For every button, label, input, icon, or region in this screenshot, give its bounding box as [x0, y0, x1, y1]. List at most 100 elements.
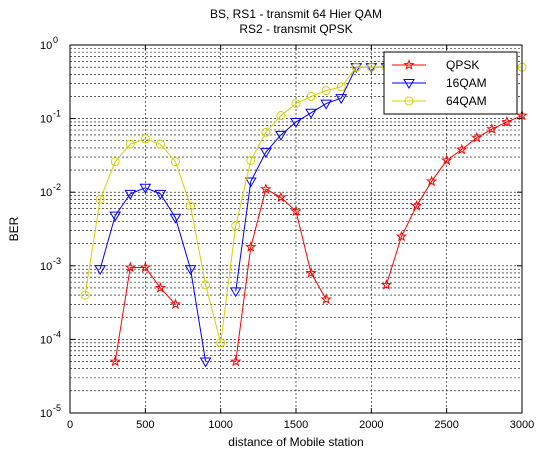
legend-label: 16QAM [446, 76, 487, 90]
data-point-64qam [336, 82, 346, 92]
data-point-qpsk [320, 293, 332, 305]
data-point-64qam [351, 62, 361, 72]
y-tick-label-base: 10 [40, 187, 52, 199]
data-point-16qam [169, 213, 182, 224]
legend: QPSK 16QAM 64QAM [383, 51, 518, 115]
data-point-16qam [139, 183, 152, 194]
x-axis-label: distance of Mobile station [228, 435, 363, 449]
legend-entry-64qam: 64QAM [392, 94, 487, 108]
y-tick-label-exponent: -2 [53, 182, 61, 192]
y-tick-label-base: 10 [40, 114, 52, 126]
chart-title-line-1: BS, RS1 - transmit 64 Hier QAM [210, 7, 382, 21]
data-point-64qam [366, 62, 376, 72]
data-point-qpsk [139, 261, 151, 273]
data-point-64qam [95, 194, 105, 204]
data-point-16qam [154, 189, 167, 200]
data-point-64qam [155, 139, 165, 149]
data-point-16qam [229, 287, 242, 298]
y-tick-label-base: 10 [40, 334, 52, 346]
data-point-64qam [306, 91, 316, 101]
data-point-qpsk [245, 241, 257, 252]
data-point-64qam [170, 157, 180, 167]
data-point-16qam [184, 265, 197, 276]
data-point-qpsk [441, 154, 453, 166]
y-tick-label: 10 0 [40, 35, 58, 52]
data-point-16qam [259, 148, 272, 159]
data-point-16qam [335, 94, 348, 105]
data-point-64qam [80, 290, 90, 300]
data-point-64qam [261, 127, 271, 137]
x-tick-label: 500 [136, 419, 154, 431]
data-point-qpsk [395, 230, 408, 242]
data-point-16qam [320, 99, 333, 110]
series-line-qpsk [114, 266, 176, 362]
data-point-qpsk [471, 131, 483, 143]
data-point-16qam [94, 265, 107, 276]
data-point-qpsk [169, 298, 182, 310]
y-tick-label-base: 10 [40, 408, 52, 420]
data-point-64qam [216, 338, 226, 348]
legend-marker [403, 79, 415, 89]
data-point-qpsk [425, 175, 438, 187]
data-point-qpsk [486, 123, 498, 134]
y-tick-label: 10 -1 [40, 109, 61, 126]
data-point-16qam [199, 357, 212, 368]
data-point-64qam [246, 155, 256, 165]
data-point-qpsk [109, 355, 121, 367]
data-point-16qam [244, 177, 257, 188]
data-point-64qam [110, 157, 120, 167]
y-tick-label-exponent: -1 [53, 109, 61, 119]
y-tick-label: 10 -2 [40, 182, 61, 199]
x-tick-label: 1500 [284, 419, 308, 431]
x-tick-label: 2000 [359, 419, 383, 431]
data-point-64qam [140, 134, 150, 144]
y-tick-label: 10 -3 [40, 256, 61, 273]
legend-entry-16qam: 16QAM [392, 76, 487, 90]
data-point-16qam [275, 130, 287, 141]
legend-entry-qpsk: QPSK [392, 58, 479, 72]
data-point-16qam [305, 108, 317, 119]
y-tick-label-exponent: 0 [53, 35, 58, 45]
data-point-qpsk [410, 200, 423, 211]
x-tick-label: 2500 [434, 419, 458, 431]
legend-marker [403, 59, 415, 70]
data-point-64qam [276, 111, 286, 121]
data-point-qpsk [124, 261, 136, 273]
data-point-qpsk [290, 205, 302, 217]
data-point-64qam [201, 280, 211, 290]
x-tick-label: 1000 [208, 419, 232, 431]
x-tick-label: 0 [67, 419, 73, 431]
legend-marker [404, 96, 414, 106]
y-tick-label-base: 10 [40, 40, 52, 52]
y-tick-label: 10 -5 [40, 403, 61, 420]
legend-label: QPSK [446, 58, 479, 72]
data-point-16qam [124, 189, 137, 200]
data-point-64qam [125, 139, 135, 149]
legend-label: 64QAM [446, 94, 487, 108]
series-line-qpsk [235, 188, 327, 362]
data-point-qpsk [230, 355, 242, 367]
data-point-qpsk [154, 282, 167, 293]
data-point-64qam [231, 221, 241, 231]
x-tick-label: 3000 [510, 419, 534, 431]
data-point-qpsk [275, 191, 287, 203]
data-point-64qam [321, 86, 331, 96]
data-point-64qam [291, 99, 301, 109]
data-point-qpsk [501, 116, 513, 127]
data-point-qpsk [380, 278, 393, 290]
data-point-16qam [109, 211, 122, 222]
y-tick-label-base: 10 [40, 261, 52, 273]
data-point-16qam [290, 117, 302, 128]
y-axis-label: BER [7, 216, 21, 241]
y-tick-label-exponent: -4 [53, 329, 61, 339]
y-tick-label-exponent: -5 [53, 403, 61, 413]
data-point-qpsk [456, 143, 468, 155]
data-point-64qam [186, 201, 196, 211]
y-tick-label-exponent: -3 [53, 256, 61, 266]
series-line-qpsk [385, 115, 523, 286]
data-point-qpsk [260, 183, 272, 194]
y-tick-label: 10 -4 [40, 329, 61, 346]
chart-title-line-2: RS2 - transmit QPSK [239, 22, 352, 36]
